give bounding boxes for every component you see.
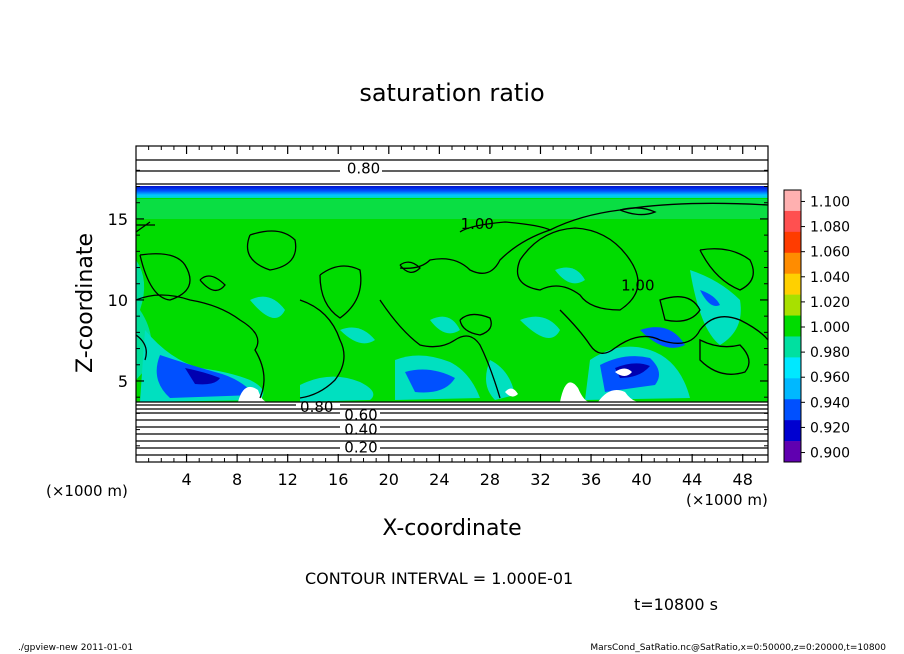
contour-label: 0.80	[347, 160, 380, 178]
x-unit-right: (×1000 m)	[686, 491, 768, 509]
x-axis-label: X-coordinate	[382, 516, 521, 541]
colorbar-swatch	[784, 273, 801, 295]
x-tick-label: 36	[581, 470, 601, 489]
colorbar-label: 1.040	[810, 270, 850, 286]
x-tick-label: 16	[328, 470, 348, 489]
x-tick-label: 28	[480, 470, 500, 489]
plot-area	[136, 146, 768, 462]
colorbar-label: 0.980	[810, 345, 850, 361]
colorbar-label: 0.940	[810, 395, 850, 411]
contour-label: 0.20	[344, 438, 377, 456]
colorbar-swatch	[784, 420, 801, 442]
colorbar-swatch	[784, 252, 801, 274]
upper-dry-region	[136, 146, 768, 188]
colorbar-label: 1.080	[810, 220, 850, 236]
colorbar-swatch	[784, 336, 801, 358]
colorbar-label: 1.100	[810, 194, 850, 210]
x-tick-label: 8	[232, 470, 242, 489]
x-unit-left: (×1000 m)	[46, 482, 128, 500]
white-bumps	[238, 368, 640, 402]
x-tick-label: 32	[530, 470, 550, 489]
colorbar-swatch	[784, 190, 801, 212]
colorbar-swatch	[784, 210, 801, 233]
contour-label-group: 0.80 1.00 1.00 0.80 0.600.400.20	[300, 160, 654, 457]
footer-left: ./gpview-new 2011-01-01	[18, 643, 133, 653]
contour-label: 1.00	[461, 215, 494, 233]
contour-label: 0.80	[300, 398, 333, 416]
time-label: t=10800 s	[634, 595, 718, 614]
colorbar-swatch	[784, 294, 801, 316]
y-tick-label: 5	[118, 372, 128, 391]
colorbar-swatch	[784, 231, 801, 254]
colorbar-label: 0.900	[810, 446, 850, 462]
lower-dry-region	[136, 402, 768, 462]
colorbar-swatch	[784, 378, 801, 400]
x-tick-label: 20	[379, 470, 399, 489]
x-tick-label: 24	[429, 470, 449, 489]
colorbar-swatch	[784, 441, 801, 463]
colorbar-swatch	[784, 315, 801, 337]
y-axis-label: Z-coordinate	[73, 233, 98, 373]
contour-interval-text: CONTOUR INTERVAL = 1.000E-01	[305, 569, 573, 588]
x-tick-label: 12	[278, 470, 298, 489]
colorbar-label: 1.020	[810, 295, 850, 311]
x-tick-label: 4	[181, 470, 191, 489]
y-tick-label: 10	[108, 291, 128, 310]
colorbar-frame	[783, 189, 802, 463]
x-tick-label: 40	[631, 470, 651, 489]
x-axis-ticks: 4 8 12 16 20 24 28 32 36 40 44 48	[148, 146, 756, 489]
contour-label: 0.40	[344, 421, 377, 439]
colorbar: 1.100 1.080 1.060 1.040 1.020 1.000 0.980 0.960…	[783, 189, 850, 463]
contour-label: 1.00	[621, 276, 654, 294]
cyan-strip	[136, 199, 768, 219]
footer-right: MarsCond_SatRatio.nc@SatRatio,x=0:50000,…	[590, 643, 886, 653]
colorbar-swatch	[784, 357, 801, 379]
colorbar-label: 0.960	[810, 370, 850, 386]
colorbar-label: 1.060	[810, 245, 850, 261]
colorbar-label: 1.000	[810, 320, 850, 336]
colorbar-label: 0.920	[810, 420, 850, 436]
y-tick-label: 15	[108, 210, 128, 229]
x-tick-label: 44	[682, 470, 702, 489]
contour-lines	[136, 159, 768, 456]
saturation-deficit-band	[136, 186, 768, 200]
x-tick-label: 48	[733, 470, 753, 489]
chart-title: saturation ratio	[359, 79, 544, 107]
contour-label: 0.60	[344, 406, 377, 424]
y-axis-ticks: 5 10 15	[108, 169, 768, 447]
colorbar-swatch	[784, 399, 801, 421]
